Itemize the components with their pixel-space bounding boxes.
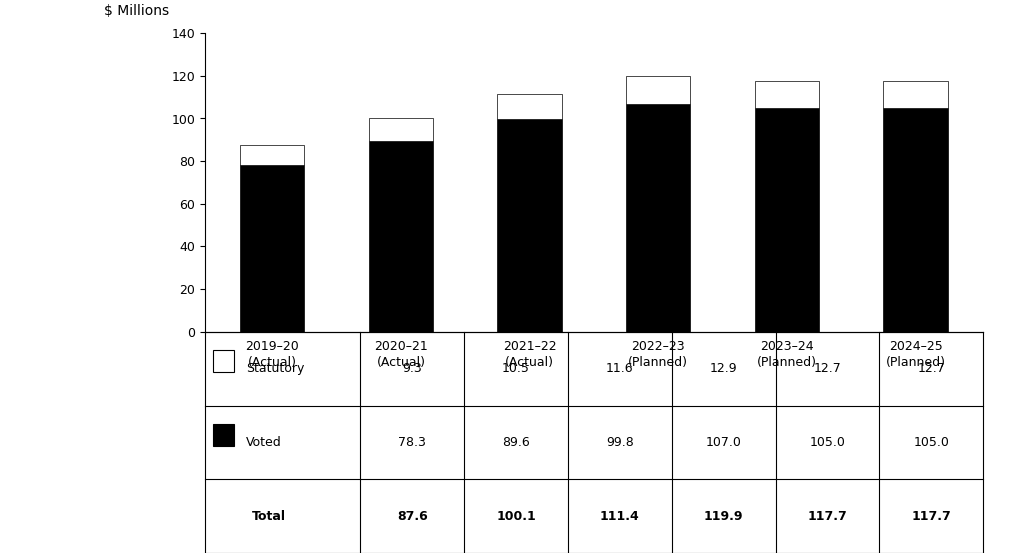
Bar <box>626 103 690 332</box>
Text: 117.7: 117.7 <box>808 510 847 523</box>
Text: $ Millions: $ Millions <box>103 4 169 18</box>
Bar <box>626 76 690 103</box>
Text: Total: Total <box>252 510 286 523</box>
Text: 107.0: 107.0 <box>706 436 741 449</box>
Text: 99.8: 99.8 <box>606 436 634 449</box>
Text: 100.1: 100.1 <box>497 510 536 523</box>
Text: 78.3: 78.3 <box>398 436 426 449</box>
Bar <box>241 145 304 165</box>
Text: 10.5: 10.5 <box>502 362 530 375</box>
Text: 117.7: 117.7 <box>911 510 951 523</box>
Text: 111.4: 111.4 <box>600 510 640 523</box>
Bar <box>755 108 819 332</box>
Bar <box>498 94 562 119</box>
Bar <box>884 81 947 108</box>
Text: Statutory: Statutory <box>246 362 304 375</box>
Text: 9.3: 9.3 <box>402 362 422 375</box>
Text: Voted: Voted <box>246 436 282 449</box>
Bar <box>369 140 433 332</box>
Text: 12.9: 12.9 <box>710 362 737 375</box>
Bar <box>369 118 433 140</box>
Bar <box>884 108 947 332</box>
Text: 11.6: 11.6 <box>606 362 634 375</box>
Text: 105.0: 105.0 <box>913 436 949 449</box>
Text: 87.6: 87.6 <box>397 510 428 523</box>
Bar <box>213 424 234 446</box>
Bar <box>755 81 819 108</box>
Text: 12.7: 12.7 <box>813 362 842 375</box>
Text: 12.7: 12.7 <box>918 362 945 375</box>
Bar <box>498 119 562 332</box>
Text: 105.0: 105.0 <box>809 436 846 449</box>
Text: 119.9: 119.9 <box>703 510 743 523</box>
Bar <box>241 165 304 332</box>
Text: 89.6: 89.6 <box>502 436 530 449</box>
Bar <box>213 350 234 372</box>
